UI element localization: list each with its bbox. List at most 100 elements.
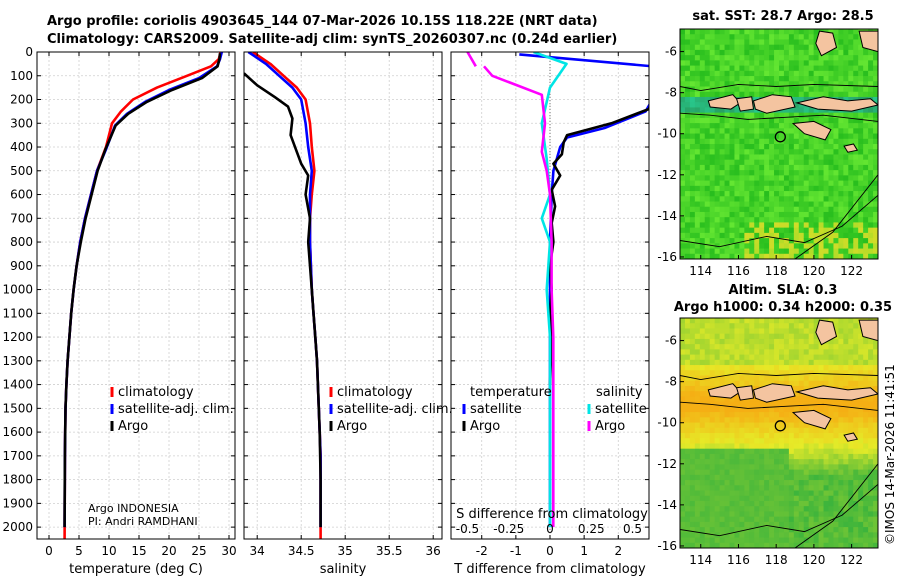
map-cell [699, 144, 706, 150]
map-cell [793, 396, 800, 403]
map-cell [764, 39, 770, 46]
map-cell [808, 185, 815, 192]
map-cell [709, 191, 716, 197]
map-cell [749, 396, 755, 403]
map-cell [684, 133, 691, 140]
map-cell [684, 128, 691, 135]
map-cell [709, 91, 716, 98]
map-cell [793, 448, 800, 455]
map-cell [724, 396, 730, 403]
map-cell [694, 44, 701, 51]
map-cell [848, 328, 854, 335]
map-cell [759, 354, 765, 361]
map-cell [714, 406, 721, 413]
map-cell [764, 323, 770, 329]
map-cell [818, 459, 825, 465]
map-cell [858, 527, 864, 533]
x-tick-label: 0 [45, 544, 53, 558]
map-cell [774, 86, 780, 93]
map-cell [709, 443, 716, 450]
map-cell [853, 222, 859, 229]
map-cell [783, 412, 790, 418]
map-cell [783, 323, 790, 329]
map-cell [774, 359, 780, 366]
map-cell [759, 401, 765, 408]
map-cell [828, 344, 834, 350]
map-cell [719, 49, 726, 56]
map-cell [803, 253, 810, 259]
map-cell [754, 453, 760, 460]
map-cell [863, 485, 869, 491]
map-cell [714, 433, 721, 439]
map-cell [779, 34, 785, 40]
map-cell [848, 427, 854, 434]
map-cell [694, 542, 701, 548]
map-cell [719, 185, 726, 192]
map-cell [818, 474, 825, 481]
map-cell [699, 65, 706, 72]
map-cell [764, 175, 770, 182]
map-cell [868, 175, 874, 182]
map-cell [764, 453, 770, 460]
map-cell [694, 380, 701, 387]
land-mass [843, 432, 859, 442]
map-cell [808, 333, 815, 340]
map-cell [754, 154, 760, 161]
map-cell [724, 459, 730, 465]
map-cell [813, 149, 820, 155]
map-cell [853, 365, 859, 371]
map-cell [868, 144, 874, 150]
map-cell [793, 354, 800, 361]
map-cell [823, 159, 829, 166]
map-cell [853, 91, 859, 98]
map-cell [764, 191, 770, 197]
map-cell [734, 144, 740, 150]
map-cell [684, 102, 691, 108]
map-cell [774, 542, 780, 548]
map-cell [828, 164, 834, 171]
map-cell [749, 86, 755, 93]
map-cell [873, 107, 878, 114]
map-cell [783, 542, 790, 548]
map-cell [724, 159, 730, 166]
map-cell [853, 206, 859, 213]
map-cell [704, 511, 711, 518]
map-cell [858, 91, 864, 98]
map-cell [699, 154, 706, 161]
map-cell [833, 70, 839, 77]
map-cell [848, 222, 854, 229]
map-cell [694, 248, 701, 255]
map-cell [694, 217, 701, 223]
map-cell [714, 70, 721, 77]
map-cell [783, 427, 790, 434]
map-cell [759, 542, 765, 548]
map-cell [803, 453, 810, 460]
map-cell [739, 370, 745, 376]
map-cell [739, 537, 745, 544]
map-cell [704, 128, 711, 135]
map-cell [788, 39, 795, 46]
map-cell [714, 91, 721, 98]
map-cell [729, 243, 735, 250]
map-cell [694, 532, 701, 539]
map-cell [793, 133, 800, 140]
map-cell [838, 406, 844, 413]
map-cell [754, 211, 760, 218]
map-cell [709, 243, 716, 250]
s-difference-tick-label: 0.5 [623, 522, 642, 536]
map-cell [680, 196, 686, 202]
map-cell [719, 354, 726, 361]
map-cell [838, 375, 844, 382]
map-cell [828, 211, 834, 218]
map-cell [779, 201, 785, 208]
map-cell [759, 406, 765, 413]
map-cell [843, 375, 849, 382]
map-cell [774, 123, 780, 129]
map-cell [729, 516, 735, 523]
map-cell [779, 516, 785, 523]
map-cell [744, 448, 750, 455]
map-cell [769, 29, 775, 35]
map-cell [783, 222, 790, 229]
map-cell [823, 232, 829, 239]
map-cell [749, 412, 755, 418]
